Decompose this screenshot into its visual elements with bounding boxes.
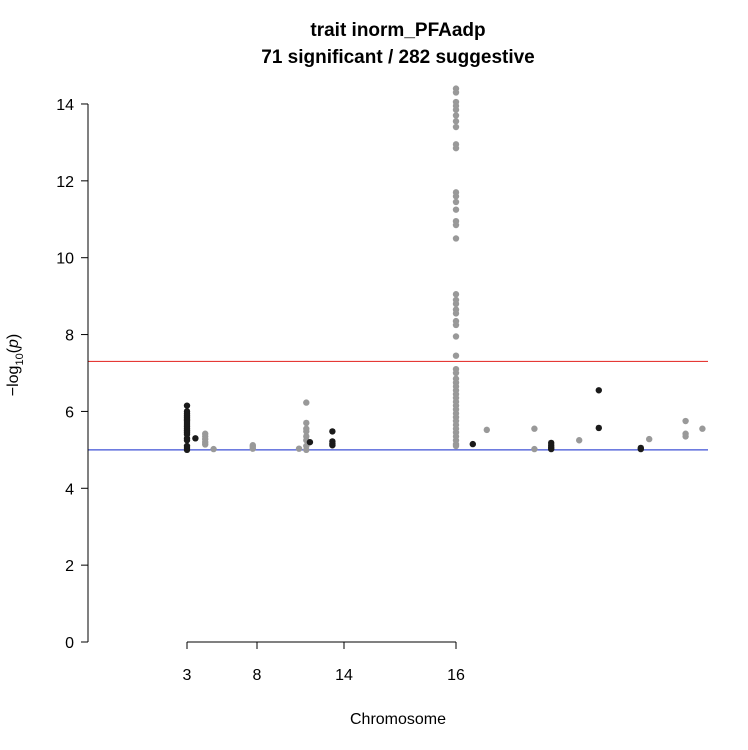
y-tick-label: 0 [65,635,74,652]
chart-title: trait inorm_PFAadp [310,20,485,41]
x-axis-label: Chromosome [350,711,446,728]
data-point [452,198,460,206]
data-point [329,442,336,449]
chart-subtitle: 71 significant / 282 suggestive [261,47,535,68]
y-axis: 0 2 4 6 8 10 12 14 [56,97,89,652]
data-point [452,118,460,125]
x-tick-label: 3 [183,667,192,684]
data-point [483,426,490,434]
y-tick-label: 6 [65,404,74,421]
data-point [531,445,538,453]
data-point [452,300,460,308]
data-point [183,437,191,444]
y-tick-label: 8 [65,328,74,345]
x-tick-label: 14 [335,667,353,684]
data-point [303,446,310,454]
data-point [576,437,583,444]
data-point [452,310,460,317]
data-point [452,106,460,113]
data-point [452,206,460,213]
data-point [452,442,460,450]
data-point [452,221,460,229]
data-point [452,369,460,377]
data-point [595,424,602,432]
data-point [452,321,460,329]
data-point [303,399,310,406]
y-axis-label-variable: p [5,339,22,349]
data-point [699,425,706,432]
data-point [303,428,310,435]
y-tick-label: 4 [65,481,74,498]
data-point [595,387,602,394]
data-point [192,435,199,442]
data-point [452,144,460,152]
y-tick-label: 10 [56,251,74,268]
data-point [202,441,209,448]
data-point [682,433,689,440]
threshold-lines [88,360,708,451]
data-points [183,85,706,454]
y-axis-label: −log10(p) [5,334,26,397]
y-tick-label: 12 [56,174,74,191]
data-point [295,445,303,452]
x-axis: 3 8 14 16 [183,641,465,684]
data-point [452,333,460,340]
data-point [531,425,538,432]
y-tick-label: 14 [56,97,74,114]
data-point [210,445,217,453]
data-point [452,235,460,242]
data-point [637,445,644,453]
y-tick-label: 2 [65,558,74,575]
data-point [452,193,460,200]
data-point [682,417,689,425]
data-point [452,89,460,96]
data-point [329,428,336,435]
y-axis-label-subscript: 10 [14,353,26,365]
y-axis-label-main: −log [5,366,22,397]
data-point [452,352,460,359]
data-point [183,446,191,454]
data-point [548,445,555,453]
data-point [469,440,476,448]
x-tick-label: 8 [253,667,262,684]
data-point [646,435,653,443]
data-point [306,438,314,446]
x-tick-label: 16 [447,667,465,684]
data-point [452,112,460,119]
data-point [452,291,460,298]
data-point [249,445,256,452]
data-point [452,123,460,131]
data-point [183,402,191,409]
data-point [303,419,310,427]
